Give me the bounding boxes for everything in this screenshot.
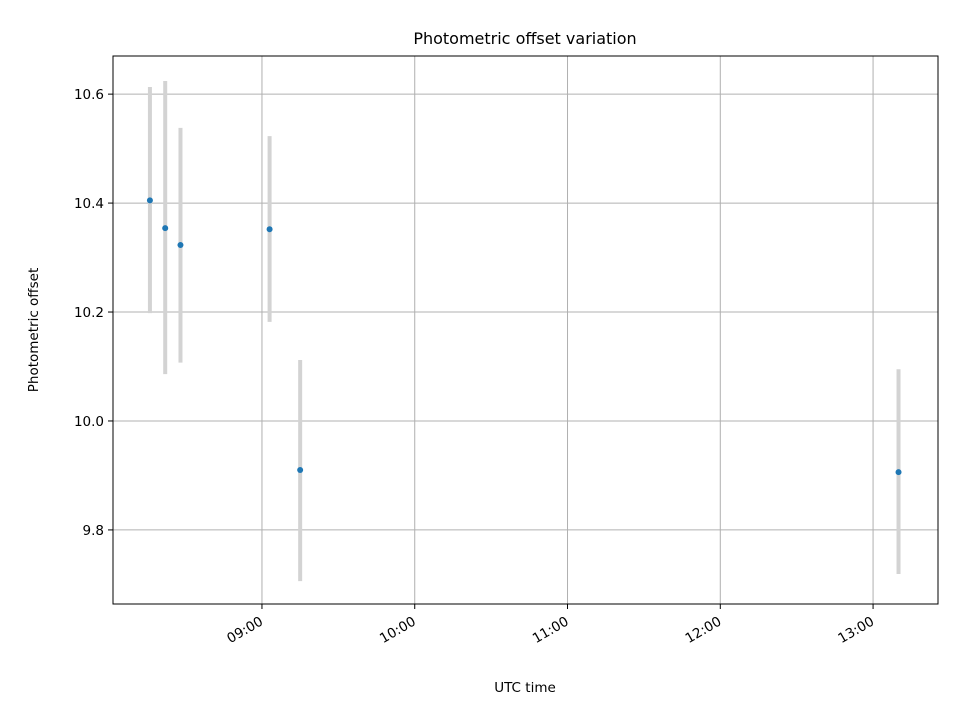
plot-frame — [112, 55, 939, 605]
x-tick-label: 11:00 — [530, 614, 572, 647]
y-axis: 9.8 10.0 10.2 10.4 10.6 — [74, 87, 113, 539]
x-axis: 09:00 10:00 11:00 12:00 13:00 — [224, 604, 877, 647]
marks — [146, 81, 902, 582]
grid — [113, 56, 938, 604]
data-point — [895, 469, 902, 476]
x-tick-label: 09:00 — [224, 614, 266, 647]
chart-title: Photometric offset variation — [413, 29, 636, 48]
data-point — [162, 225, 169, 232]
x-tick-label: 12:00 — [683, 614, 725, 647]
x-tick-label: 13:00 — [835, 614, 877, 647]
y-tick-label: 10.2 — [74, 305, 104, 321]
y-tick-label: 10.4 — [74, 196, 104, 212]
y-tick-label: 10.0 — [74, 414, 104, 430]
y-tick-label: 10.6 — [74, 87, 104, 103]
data-point — [266, 226, 273, 233]
data-point — [177, 242, 184, 249]
y-tick-label: 9.8 — [83, 523, 104, 539]
data-point — [146, 197, 153, 204]
data-point — [297, 466, 304, 473]
x-tick-label: 10:00 — [377, 614, 419, 647]
y-axis-label: Photometric offset — [26, 268, 42, 392]
x-axis-label: UTC time — [494, 680, 556, 696]
